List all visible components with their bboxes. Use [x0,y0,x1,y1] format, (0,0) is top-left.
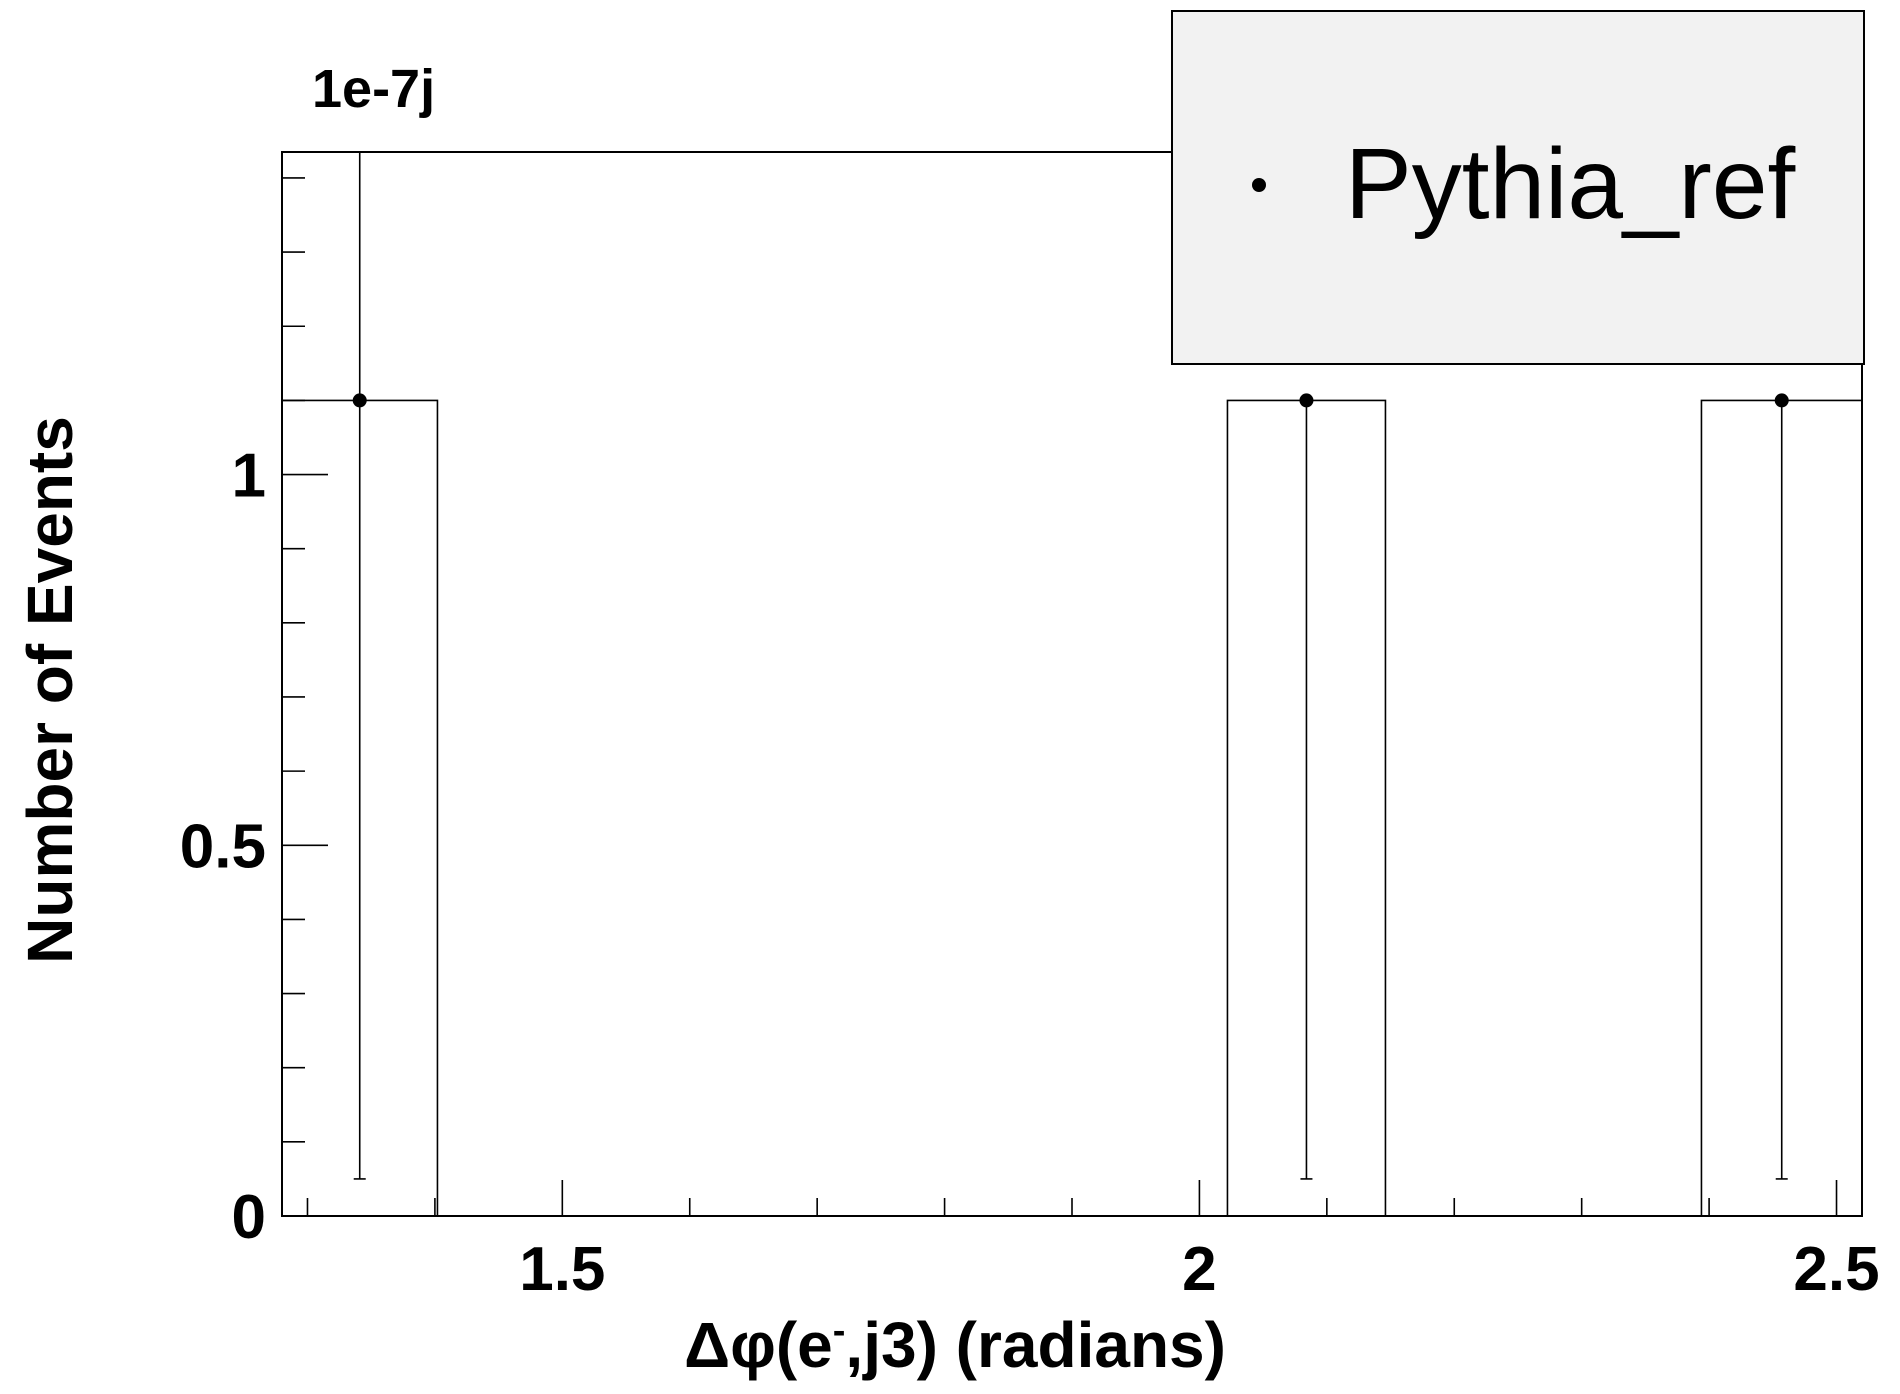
x-axis-title-close: ,j3) (radians) [845,1309,1226,1381]
y-exponent-label: 1e-7j [312,59,435,119]
markers-layer [352,152,1789,1180]
x-tick-label: 2 [1182,1235,1216,1304]
y-tick-label: 0 [232,1183,266,1252]
x-axis-title-open: (e [776,1309,833,1381]
axes-layer: 0 0.5 1 1.5 2 2.5 [180,151,1880,1304]
y-axis-title: Number of Events [14,416,86,964]
x-axis-title-delta: Δφ [684,1309,776,1381]
y-tick-label: 0.5 [180,812,266,881]
legend: Pythia_ref [1171,10,1865,365]
bins-layer [281,399,1863,1216]
x-axis-title: Δφ(e-,j3) (radians) [684,1309,1226,1381]
x-tick-label: 1.5 [519,1235,605,1304]
data-point [352,393,367,408]
x-tick-label: 2.5 [1793,1235,1879,1304]
data-point [1774,393,1789,408]
y-tick-label: 1 [232,442,266,511]
legend-box [1171,10,1865,365]
data-point [1299,393,1314,408]
legend-label: Pythia_ref [1345,128,1795,240]
x-axis-title-sup: - [833,1310,846,1352]
legend-marker [1252,178,1266,192]
